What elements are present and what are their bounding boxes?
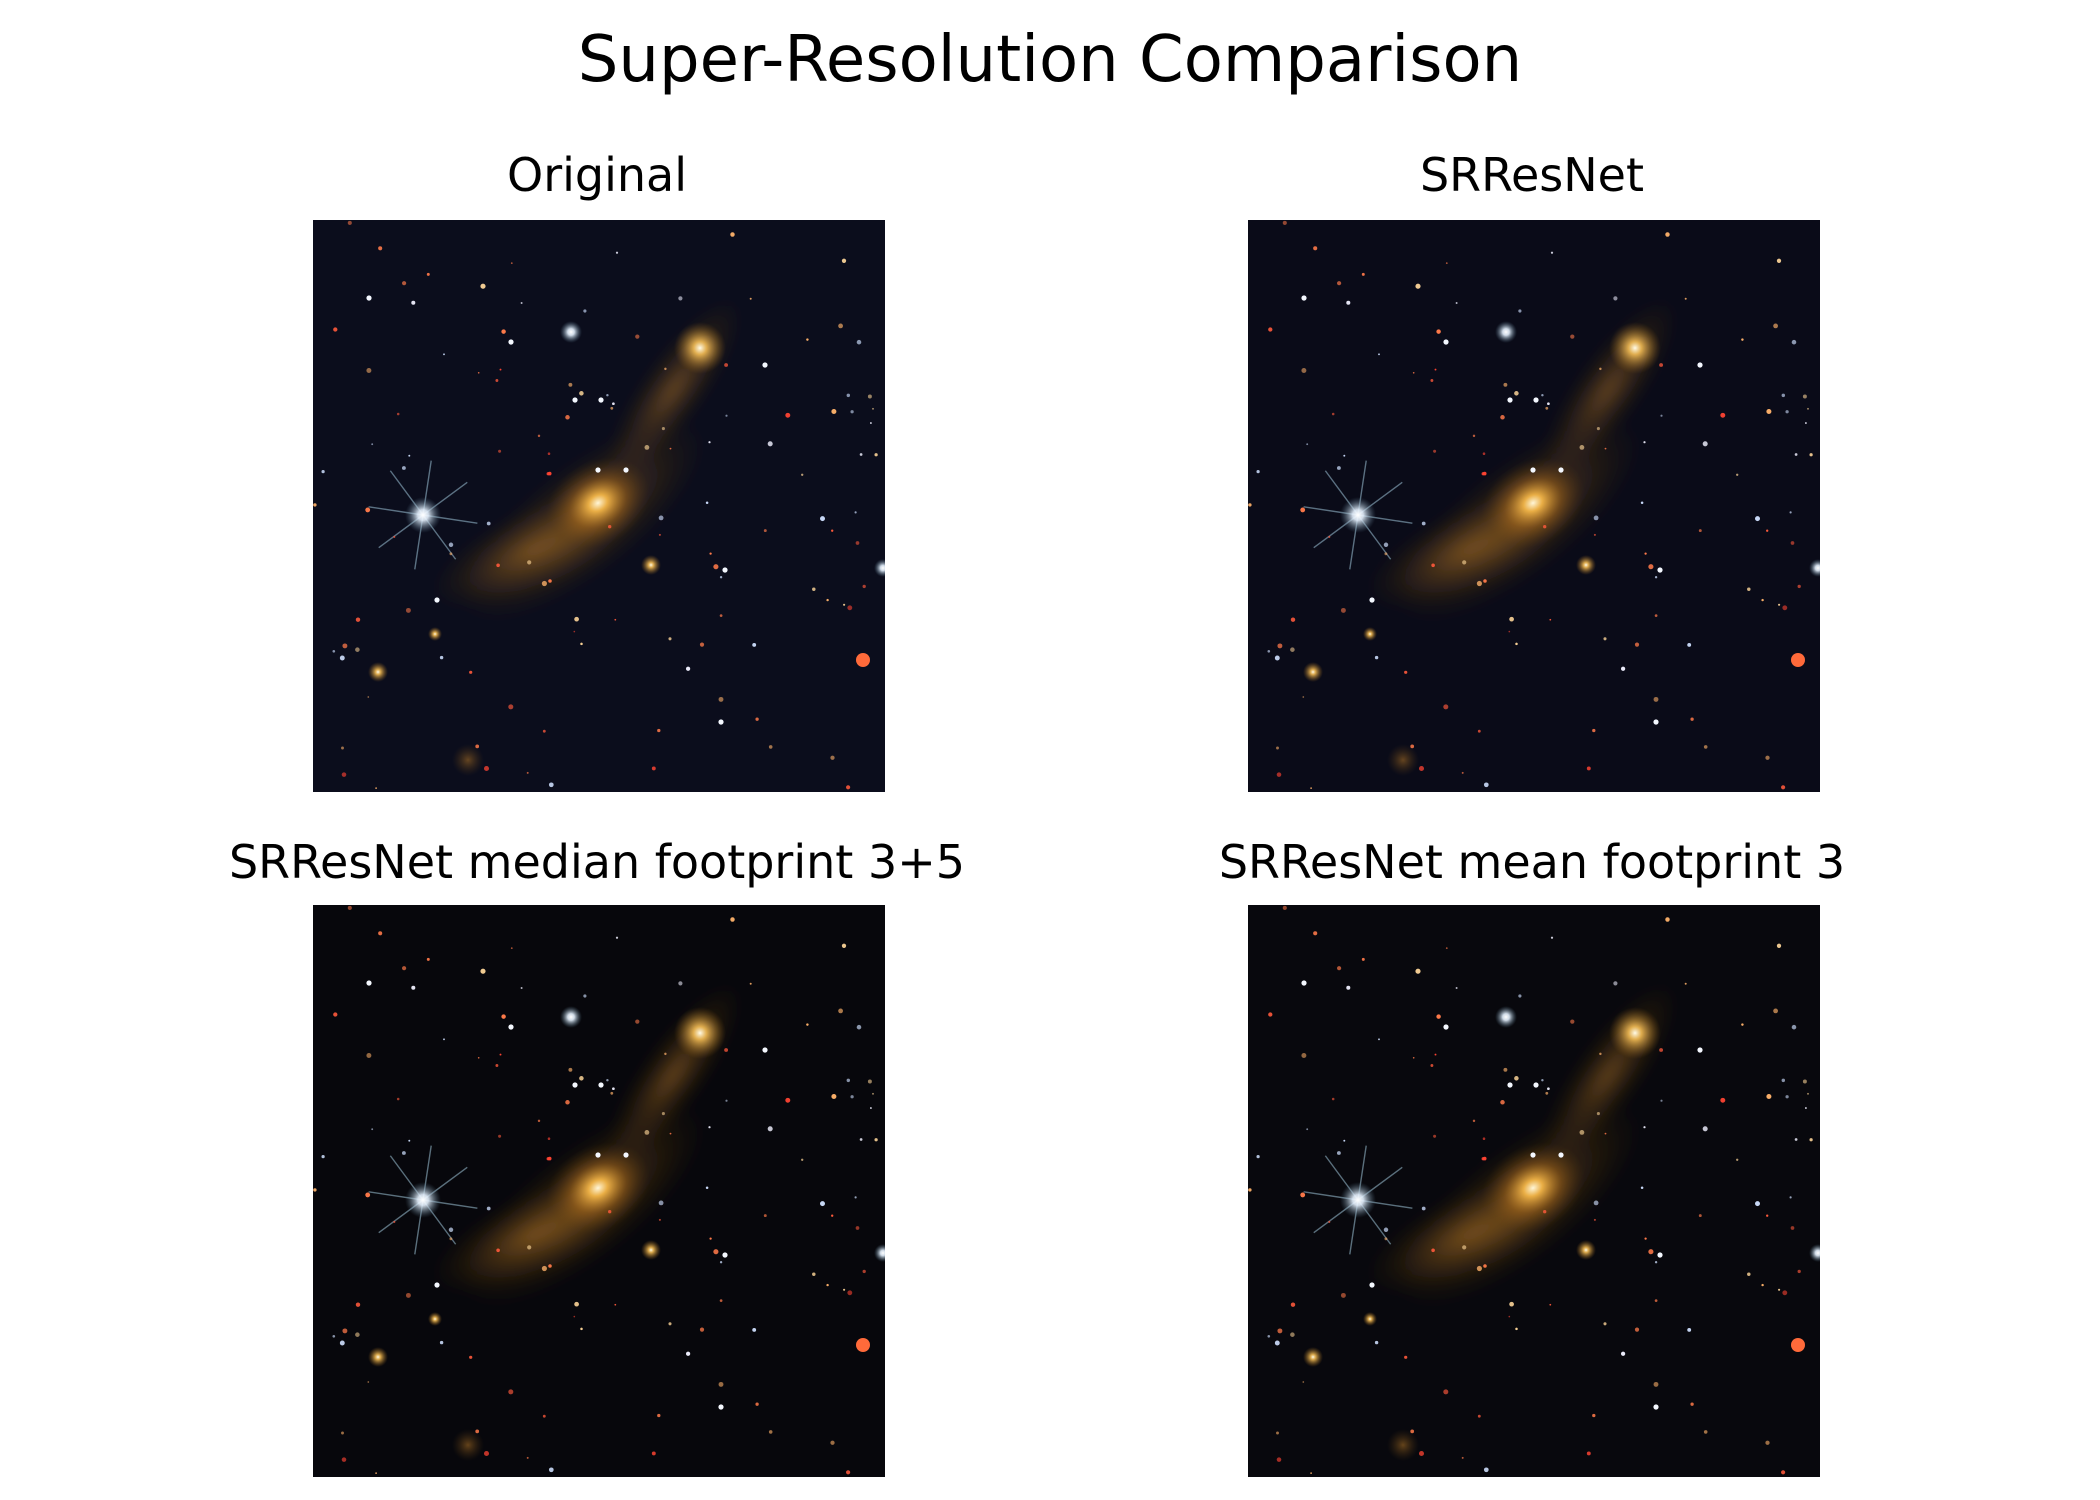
galaxy-image-srresnet-mean <box>1248 905 1820 1477</box>
panel-title-original: Original <box>506 148 687 202</box>
galaxy-image-original <box>313 220 885 792</box>
galaxy-image-srresnet <box>1248 220 1820 792</box>
panel-title-srresnet: SRResNet <box>1419 148 1645 202</box>
panel-title-srresnet-mean: SRResNet mean footprint 3 <box>1218 835 1846 889</box>
figure-title: Super-Resolution Comparison <box>577 23 1523 97</box>
panel-title-srresnet-median: SRResNet median footprint 3+5 <box>228 835 966 889</box>
galaxy-image-srresnet-median <box>313 905 885 1477</box>
